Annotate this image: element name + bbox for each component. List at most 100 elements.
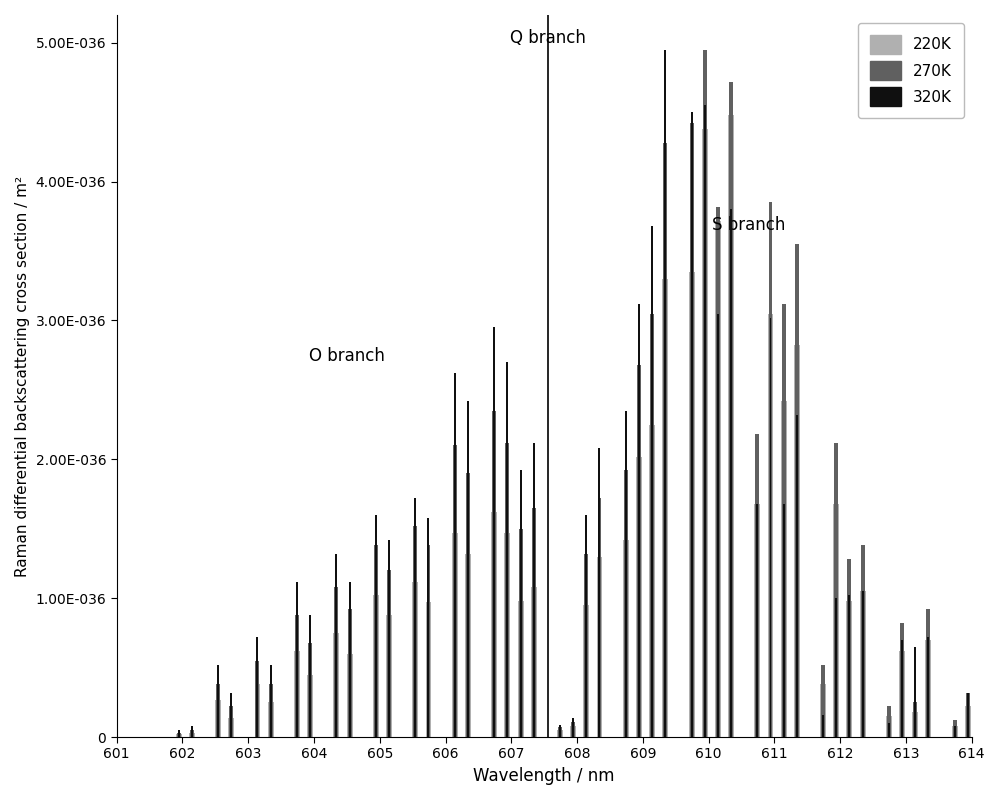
Text: S branch: S branch [712, 216, 785, 234]
Bar [769, 202, 772, 737]
Bar [649, 425, 655, 737]
Bar [255, 684, 260, 737]
Bar [427, 518, 429, 737]
Bar [412, 582, 418, 737]
Bar [190, 730, 194, 737]
Bar [886, 716, 892, 737]
Bar [637, 365, 641, 737]
Bar [255, 661, 259, 737]
Bar [925, 640, 931, 737]
Bar [847, 559, 851, 737]
Bar [491, 512, 497, 737]
Bar [821, 665, 825, 737]
Bar [427, 546, 430, 737]
Bar [755, 434, 759, 737]
Bar [559, 725, 561, 737]
Text: Q branch: Q branch [510, 29, 586, 47]
Bar [452, 533, 458, 737]
Bar [585, 515, 587, 737]
Bar [662, 279, 668, 737]
Bar [794, 346, 800, 737]
Bar [532, 508, 536, 737]
Bar [953, 720, 957, 737]
Bar [217, 665, 219, 737]
Bar [229, 706, 233, 737]
Bar [965, 706, 971, 737]
Bar [334, 587, 338, 737]
Bar [531, 587, 537, 737]
Bar [230, 693, 232, 737]
Bar [729, 82, 733, 737]
Bar [899, 651, 905, 737]
Bar [572, 718, 574, 737]
Bar [228, 718, 234, 737]
Bar [651, 226, 653, 737]
Bar [454, 374, 456, 737]
Bar [176, 734, 182, 737]
Bar [386, 615, 392, 737]
Bar [782, 304, 786, 737]
Bar [728, 115, 734, 737]
Bar [216, 684, 220, 737]
Bar [717, 314, 719, 737]
Bar [704, 106, 706, 737]
Bar [347, 654, 353, 737]
Bar [820, 684, 826, 737]
Bar [349, 582, 351, 737]
Bar [453, 446, 457, 737]
Bar [492, 410, 496, 737]
Bar [387, 570, 391, 737]
Bar [557, 730, 563, 737]
Bar [269, 684, 273, 737]
Bar [913, 702, 917, 737]
Bar [715, 221, 721, 737]
Bar [901, 640, 903, 737]
Bar [466, 474, 470, 737]
Bar [900, 623, 904, 737]
Bar [703, 50, 707, 737]
Bar [373, 595, 379, 737]
Bar [598, 448, 600, 737]
Bar [689, 272, 695, 737]
Bar [952, 726, 958, 737]
Bar [335, 554, 337, 737]
Bar [862, 591, 864, 737]
Bar [624, 470, 628, 737]
Bar [914, 646, 916, 737]
Bar [598, 498, 601, 737]
Bar [504, 533, 510, 737]
Bar [388, 540, 390, 737]
Bar [888, 723, 890, 737]
Bar [702, 129, 708, 737]
Bar [783, 504, 785, 737]
Bar [967, 693, 969, 737]
Bar [860, 591, 866, 737]
Bar [215, 699, 221, 737]
Y-axis label: Raman differential backscattering cross section / m²: Raman differential backscattering cross … [15, 175, 30, 577]
Bar [926, 610, 930, 737]
Bar [270, 665, 272, 737]
Bar [754, 504, 760, 737]
Bar [493, 327, 495, 737]
Bar [638, 304, 640, 737]
Bar [348, 610, 352, 737]
Bar [374, 546, 378, 737]
Bar [308, 642, 312, 737]
Bar [861, 546, 865, 737]
Bar [834, 442, 838, 737]
Bar [558, 727, 562, 737]
Bar [650, 314, 654, 737]
Bar [178, 730, 180, 737]
Bar [822, 715, 824, 737]
Bar [796, 415, 798, 737]
Bar [848, 595, 850, 737]
Bar [795, 244, 799, 737]
Bar [663, 142, 667, 737]
Bar [966, 693, 970, 737]
Bar [691, 112, 693, 737]
Bar [887, 706, 891, 737]
Bar [191, 726, 193, 737]
Bar [294, 651, 300, 737]
Bar [307, 674, 313, 737]
Bar [518, 601, 524, 737]
